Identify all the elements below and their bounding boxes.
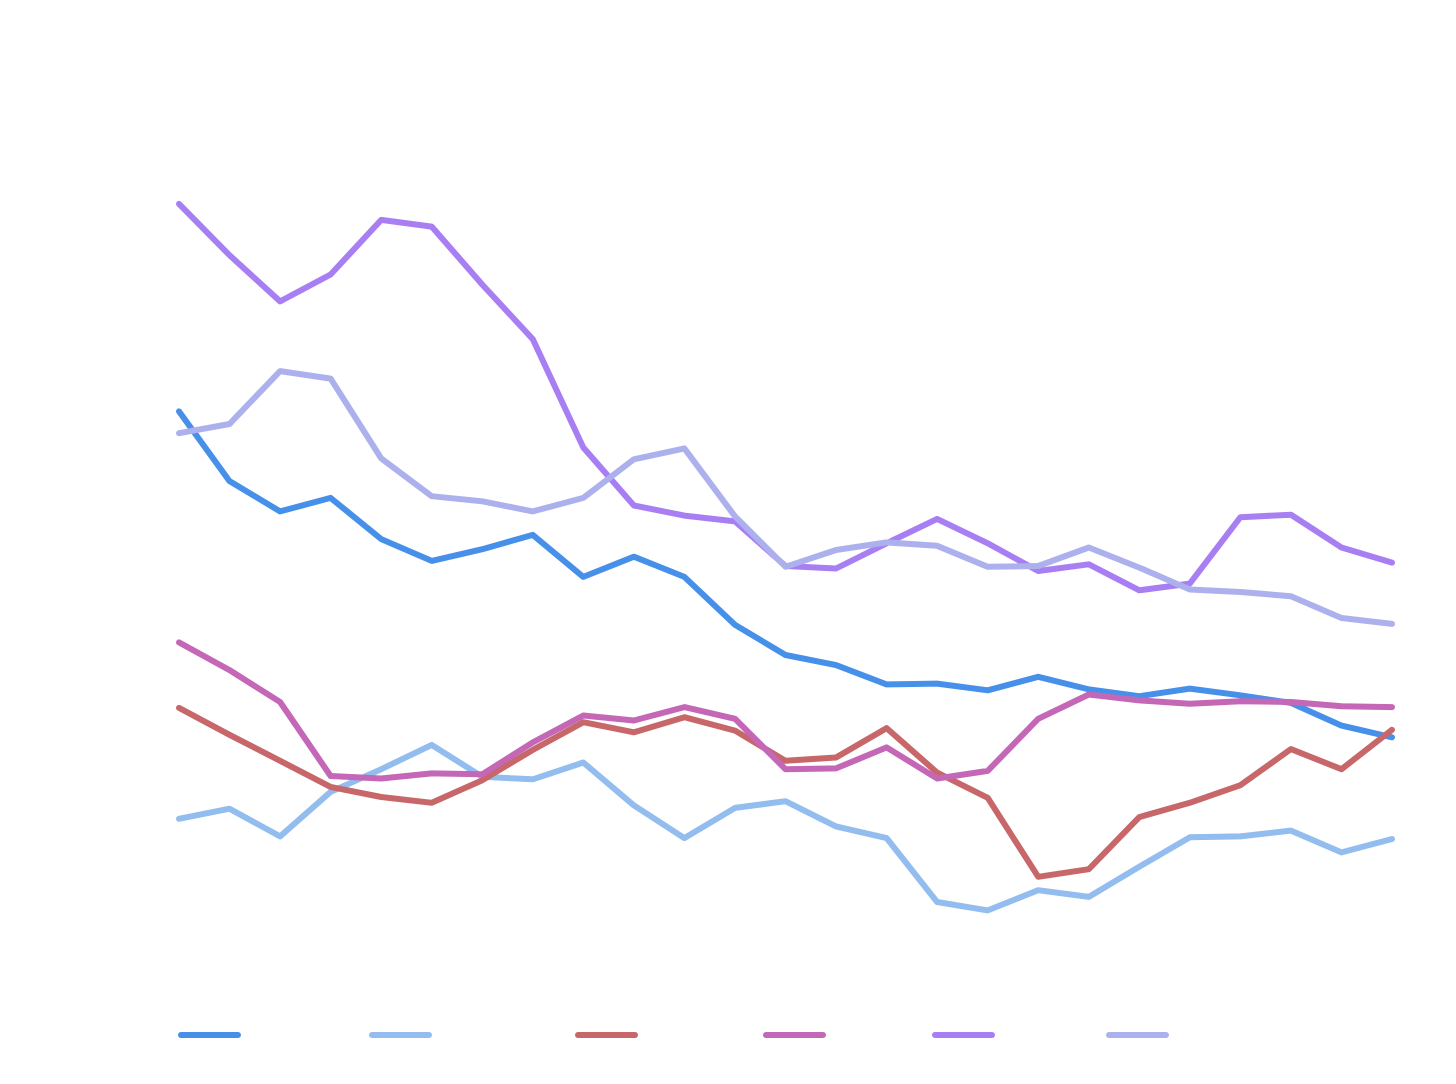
series-line-5 — [176, 200, 1395, 594]
series-line-4 — [176, 639, 1395, 782]
series-line-6 — [176, 368, 1395, 627]
series-line-3 — [176, 704, 1395, 880]
plot-area — [176, 200, 1395, 914]
series-line-1 — [176, 408, 1395, 741]
series-line-2 — [176, 741, 1395, 914]
